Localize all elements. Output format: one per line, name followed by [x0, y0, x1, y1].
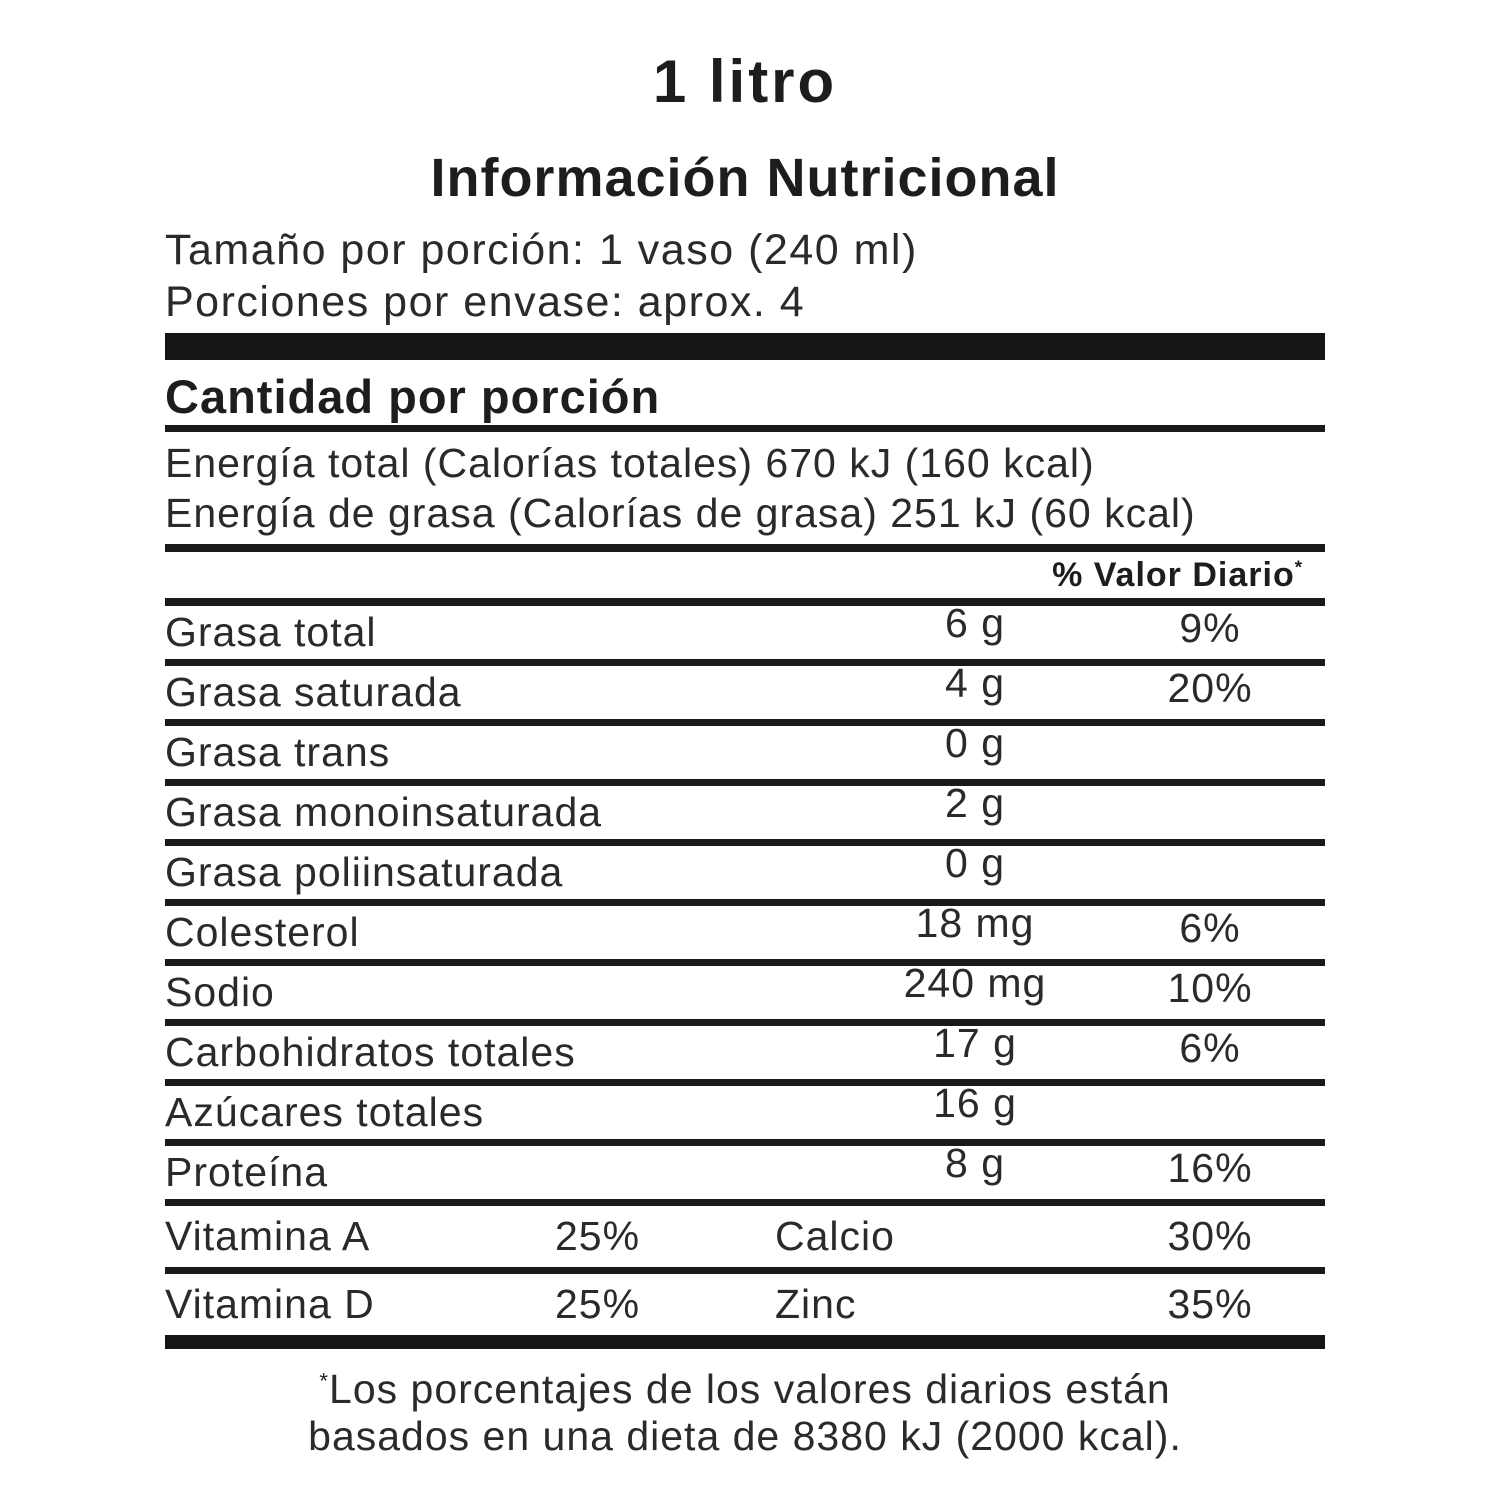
footnote: *Los porcentajes de los valores diarios …	[165, 1366, 1325, 1460]
nutrient-label: Azúcares totales	[165, 1089, 485, 1135]
divider-thick-bottom	[165, 1335, 1325, 1349]
daily-value-header: % Valor Diario*	[165, 552, 1325, 598]
nutrient-amount: 0 g	[945, 720, 1005, 766]
micronutrient-value: 25%	[554, 1281, 641, 1327]
footnote-asterisk: *	[319, 1368, 330, 1394]
divider-thin	[165, 544, 1325, 552]
nutrient-dv: 6%	[1179, 905, 1241, 951]
nutrient-dv: 20%	[1167, 665, 1253, 711]
energy-fat-text: Energía de grasa (Calorías de grasa) 251…	[165, 490, 1196, 536]
nutrient-label: Grasa poliinsaturada	[165, 849, 564, 895]
micronutrient-label: Vitamina D	[165, 1281, 375, 1327]
footnote-line-1: *Los porcentajes de los valores diarios …	[165, 1366, 1325, 1413]
daily-value-asterisk: *	[1294, 556, 1303, 578]
table-row: Colesterol 18 mg 6%	[165, 900, 1325, 966]
energy-total-text: Energía total (Calorías totales) 670 kJ …	[165, 440, 1095, 486]
table-row: Carbohidratos totales 17 g 6%	[165, 1020, 1325, 1086]
table-row: Azúcares totales 16 g	[165, 1080, 1325, 1146]
table-row: Grasa total 6 g 9%	[165, 600, 1325, 666]
nutrient-label: Grasa saturada	[165, 669, 462, 715]
nutrient-label: Sodio	[165, 969, 275, 1015]
micronutrient-row: Vitamina D 25% Zinc 35%	[165, 1274, 1325, 1335]
nutrient-label: Grasa total	[165, 609, 377, 655]
nutrient-amount: 2 g	[945, 780, 1005, 826]
micronutrient-value: 35%	[1167, 1281, 1253, 1327]
page-title: Información Nutricional	[430, 148, 1060, 208]
nutrient-label: Grasa monoinsaturada	[165, 789, 603, 835]
nutrient-amount: 8 g	[945, 1140, 1005, 1186]
serving-size-text: Tamaño por porción: 1 vaso (240 ml)	[165, 226, 918, 274]
amount-per-serving-heading: Cantidad por porción	[165, 370, 661, 423]
nutrient-amount: 17 g	[933, 1020, 1017, 1066]
micronutrient-row: Vitamina A 25% Calcio 30%	[165, 1206, 1325, 1274]
table-row: Grasa saturada 4 g 20%	[165, 660, 1325, 726]
table-row: Grasa poliinsaturada 0 g	[165, 840, 1325, 906]
table-row: Sodio 240 mg 10%	[165, 960, 1325, 1026]
nutrient-amount: 18 mg	[915, 900, 1035, 946]
nutrient-dv: 9%	[1179, 605, 1241, 651]
nutrient-amount: 240 mg	[903, 960, 1047, 1006]
nutrient-amount: 16 g	[933, 1080, 1017, 1126]
micronutrient-label: Vitamina A	[165, 1213, 371, 1259]
micronutrient-label: Zinc	[775, 1281, 857, 1327]
nutrient-label: Proteína	[165, 1149, 328, 1195]
nutrient-dv: 10%	[1167, 965, 1253, 1011]
divider-thick-top	[165, 333, 1325, 360]
table-row: Grasa trans 0 g	[165, 720, 1325, 786]
table-row: Grasa monoinsaturada 2 g	[165, 780, 1325, 846]
nutrition-label: 1 litro Información Nutricional Tamaño p…	[165, 38, 1325, 1460]
daily-value-header-text: % Valor Diario	[1052, 556, 1295, 594]
volume-title: 1 litro	[652, 48, 838, 115]
footnote-line-2: basados en una dieta de 8380 kJ (2000 kc…	[308, 1413, 1182, 1459]
divider-thin	[165, 598, 1325, 606]
servings-per-container-text: Porciones por envase: aprox. 4	[165, 278, 806, 326]
divider-thin	[165, 425, 1325, 432]
nutrient-amount: 4 g	[945, 660, 1005, 706]
nutrient-dv: 6%	[1179, 1025, 1241, 1071]
micronutrient-value: 30%	[1167, 1213, 1253, 1259]
nutrient-label: Colesterol	[165, 909, 360, 955]
nutrient-amount: 6 g	[945, 600, 1005, 646]
micronutrient-value: 25%	[554, 1213, 641, 1259]
table-row: Proteína 8 g 16%	[165, 1140, 1325, 1206]
nutrient-label: Grasa trans	[165, 729, 391, 775]
nutrient-dv: 16%	[1167, 1145, 1253, 1191]
nutrient-label: Carbohidratos totales	[165, 1029, 576, 1075]
micronutrient-label: Calcio	[775, 1213, 895, 1259]
nutrient-amount: 0 g	[945, 840, 1005, 886]
footnote-line-1-text: Los porcentajes de los valores diarios e…	[329, 1366, 1171, 1412]
